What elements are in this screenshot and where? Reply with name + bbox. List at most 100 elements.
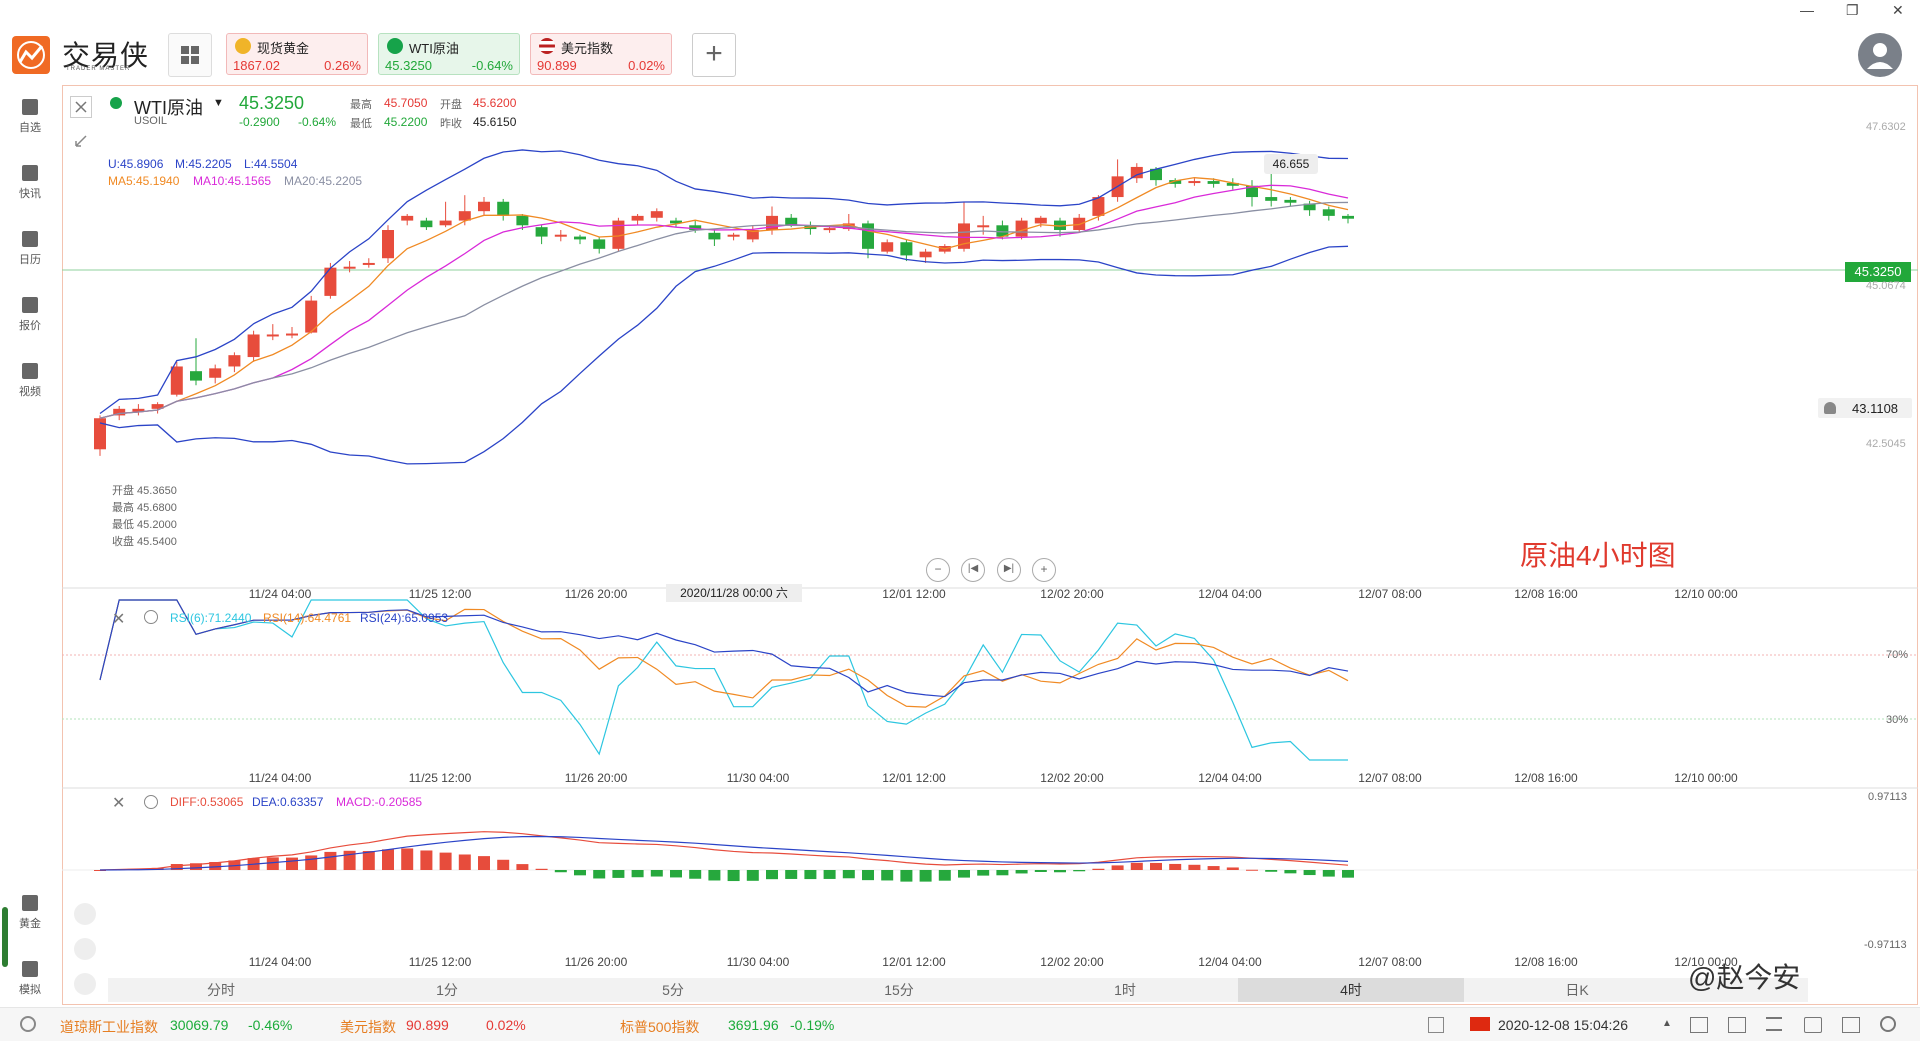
macd-bar [94, 870, 106, 871]
low-value: 45.2200 [384, 115, 428, 129]
draw-tool-button[interactable] [74, 938, 96, 960]
macd-bar [1322, 870, 1335, 877]
period-1-button[interactable]: 1分 [436, 982, 458, 998]
minimize-button[interactable]: — [1800, 2, 1814, 18]
close-chart-button[interactable] [70, 96, 92, 118]
macd-bar [766, 870, 778, 880]
sidebar-item-quotes[interactable]: 报价 [0, 297, 60, 333]
macd-bar [1092, 868, 1105, 870]
expand-chart-button[interactable] [70, 130, 92, 152]
ma10-line [99, 184, 1349, 419]
period-selector: 分时 1分 5分 15分 1时 4时 日K [108, 978, 1808, 1002]
period-0-button[interactable]: 分时 [207, 982, 235, 998]
candle-body [1092, 197, 1105, 216]
grid-icon [181, 46, 199, 64]
x-tick-label: 12/07 08:00 [1358, 955, 1422, 969]
tab-change: 0.02% [628, 58, 665, 73]
sidebar-item-calendar[interactable]: 日历 [0, 231, 60, 267]
scroll-first-button[interactable]: |◀ [961, 558, 985, 582]
current-price-tag: 45.3250 [1845, 262, 1911, 282]
sidebar-item-demo[interactable]: 模拟 [0, 961, 60, 997]
user-avatar[interactable] [1858, 33, 1902, 77]
close-macd-button[interactable]: ✕ [112, 793, 125, 813]
trend-tool-button[interactable] [74, 973, 96, 995]
candle-body [881, 242, 894, 252]
candle-body [362, 262, 375, 265]
tab-spot-gold[interactable]: 现货黄金 1867.02 0.26% [226, 33, 368, 75]
tab-wti-oil[interactable]: WTI原油 45.3250 -0.64% [378, 33, 520, 75]
x-tick-label: 11/26 20:00 [564, 587, 628, 601]
boll-upper-line [99, 149, 1349, 415]
sidebar-item-label: 报价 [19, 320, 41, 332]
period-2-button[interactable]: 5分 [662, 982, 684, 998]
candle-body [650, 211, 663, 218]
sidebar-item-label: 模拟 [19, 984, 41, 996]
price-alert-tag[interactable]: 43.1108 [1818, 398, 1912, 418]
period-3-button[interactable]: 15分 [884, 982, 914, 998]
left-sidebar: 自选 快讯 日历 报价 视频 黄金 模拟 [0, 85, 60, 1005]
tools-icon[interactable] [1728, 1017, 1746, 1033]
symbol-name[interactable]: WTI原油 [134, 98, 203, 118]
app-name: 交易侠 [62, 40, 150, 71]
macd-bar [1150, 862, 1162, 870]
news-icon [22, 165, 38, 181]
sidebar-item-news[interactable]: 快讯 [0, 165, 60, 201]
macd-bar [919, 870, 932, 882]
ticker-name[interactable]: 道琼斯工业指数 [60, 1019, 158, 1035]
boll-upper-label: U:45.8906 [108, 157, 164, 171]
add-tab-button[interactable]: + [692, 33, 736, 77]
price-axis-sub: 45.0674 [1866, 280, 1906, 292]
macd-bar [458, 854, 471, 870]
gear-icon[interactable] [1880, 1016, 1896, 1032]
chevron-down-icon[interactable]: ▼ [213, 97, 224, 109]
sidebar-item-video[interactable]: 视频 [0, 363, 60, 399]
zoom-out-button[interactable]: − [926, 558, 950, 582]
candle-body [574, 236, 586, 240]
indicator-tool-button[interactable] [74, 903, 96, 925]
macd-bar [1015, 870, 1028, 874]
macd-bar [382, 849, 394, 870]
rsi14-label: RSI(14):64.4761 [263, 611, 352, 625]
x-tick-label: 12/01 12:00 [882, 955, 946, 969]
sidebar-item-gold[interactable]: 黄金 [0, 895, 60, 931]
macd-axis-bottom: -0.97113 [1864, 939, 1907, 951]
settings-icon[interactable] [144, 610, 158, 624]
camera-icon[interactable] [1804, 1017, 1822, 1033]
gold-grid-icon [22, 895, 38, 911]
close-window-button[interactable]: ✕ [1892, 2, 1904, 18]
ma10-label: MA10:45.1565 [193, 174, 272, 188]
close-rsi-button[interactable]: ✕ [112, 609, 125, 629]
symbol-code: USOIL [134, 115, 168, 127]
ticker-name[interactable]: 标普500指数 [620, 1019, 700, 1035]
video-icon [22, 363, 38, 379]
boll-lower-label: L:44.5504 [244, 157, 298, 171]
candle-body [1342, 215, 1354, 219]
restore-button[interactable]: ❐ [1846, 2, 1859, 18]
sidebar-item-watchlist[interactable]: 自选 [0, 99, 60, 135]
mute-icon[interactable] [1842, 1017, 1860, 1033]
user-icon [1867, 43, 1893, 69]
macd-bar [439, 852, 452, 870]
bookmark-icon [22, 99, 38, 115]
app-subtitle: TRADER MASTER [66, 66, 131, 72]
x-tick-label: 12/04 04:00 [1198, 771, 1262, 785]
candle-body [958, 223, 970, 249]
x-tick-label: 11/25 12:00 [408, 955, 472, 969]
tab-name: WTI原油 [409, 41, 459, 56]
macd-dea-line [99, 835, 1349, 871]
scroll-last-button[interactable]: ▶| [997, 558, 1021, 582]
caret-up-icon[interactable]: ▲ [1662, 1018, 1672, 1029]
grid-layout-button[interactable] [168, 33, 212, 77]
ticker-name[interactable]: 美元指数 [340, 1019, 396, 1035]
settings-icon[interactable] [144, 795, 158, 809]
translate-icon[interactable] [1428, 1017, 1444, 1033]
period-5-button[interactable]: 4时 [1238, 978, 1464, 1002]
tab-usd-index[interactable]: 美元指数 90.899 0.02% [530, 33, 672, 75]
screen-icon[interactable] [1690, 1017, 1708, 1033]
headset-icon[interactable] [20, 1016, 36, 1032]
zoom-in-button[interactable]: + [1032, 558, 1056, 582]
period-6-button[interactable]: 日K [1565, 982, 1589, 998]
period-4-button[interactable]: 1时 [1114, 982, 1136, 998]
menu-icon[interactable] [1766, 1017, 1782, 1031]
